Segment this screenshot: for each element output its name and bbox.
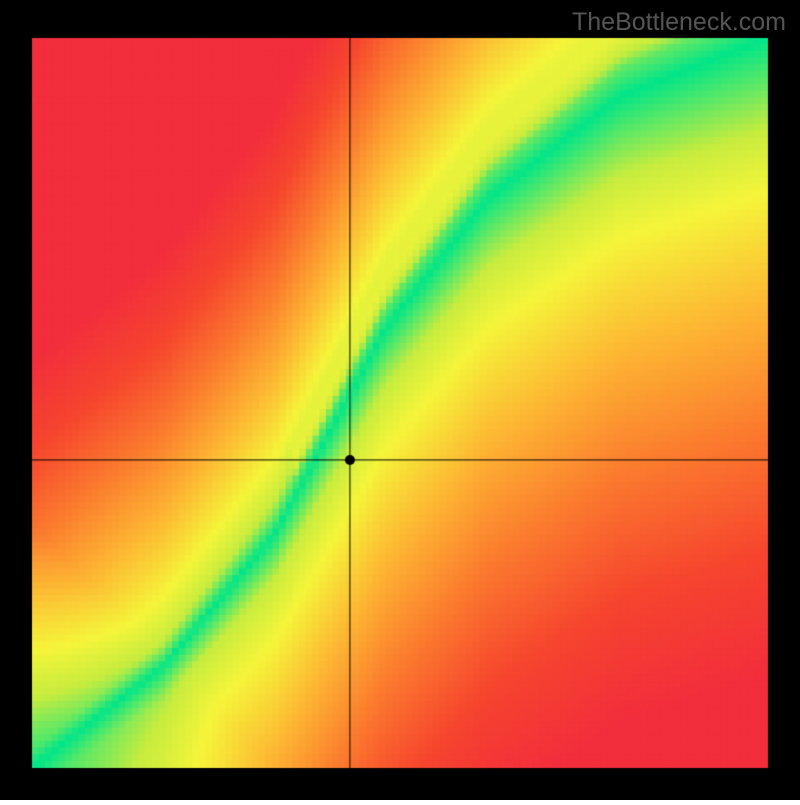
bottleneck-heatmap-chart: TheBottleneck.com [0,0,800,800]
heatmap-canvas [0,0,800,800]
watermark-text: TheBottleneck.com [572,8,786,37]
